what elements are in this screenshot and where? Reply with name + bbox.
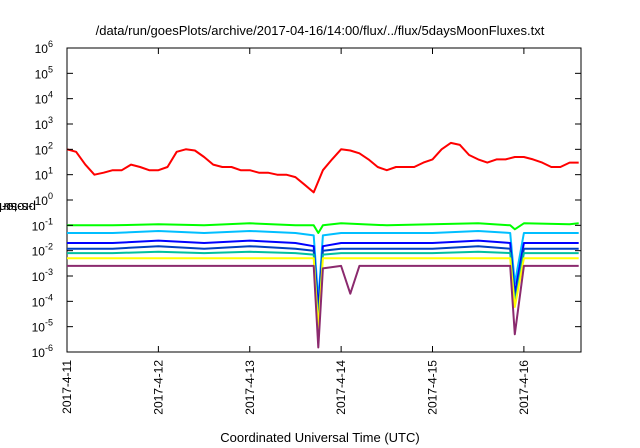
y-tick-label: 10-2	[32, 242, 53, 259]
series-line-4	[67, 239, 579, 310]
series-line-2	[67, 222, 579, 234]
y-tick-label: 106	[35, 39, 53, 56]
y-tick-label: 10-6	[32, 343, 53, 360]
series-line-8	[67, 264, 579, 349]
y-tick-label: 10-5	[32, 318, 53, 335]
series-line-7	[67, 257, 579, 331]
x-tick-label: 2017-4-12	[151, 360, 165, 415]
y-tick-label: 104	[35, 90, 53, 107]
x-axis-label: Coordinated Universal Time (UTC)	[220, 430, 420, 445]
plot-frame	[66, 47, 582, 353]
y-tick-label: 101	[35, 166, 53, 183]
x-tick-label: 2017-4-14	[334, 360, 348, 415]
x-axis: 2017-4-11 2017-4-12 2017-4-13 2017-4-14 2017…	[60, 48, 531, 415]
x-tick-label: 2017-4-11	[60, 360, 74, 414]
y-tick-label: 10-4	[32, 292, 53, 309]
y-tick-label: 10-3	[32, 267, 53, 284]
x-tick-label: 2017-4-13	[243, 360, 257, 415]
y-tick-label: 100	[35, 191, 53, 208]
x-tick-label: 2017-4-15	[426, 360, 440, 415]
series-line-3	[67, 230, 579, 303]
y-axis: 10-6 10-5 10-4 10-3 10-2 10-1 100 101 102 103 104 1…	[32, 39, 581, 360]
x-tick-label: 2017-4-16	[517, 360, 531, 415]
series-line-1	[66, 141, 579, 194]
y-tick-label: 103	[35, 115, 53, 132]
y-tick-label: 10-1	[32, 216, 53, 233]
chart-title: /data/run/goesPlots/archive/2017-04-16/1…	[95, 23, 545, 38]
series-layer	[66, 141, 579, 349]
y-tick-label: 102	[35, 140, 53, 157]
y-tick-label: 105	[35, 64, 53, 81]
